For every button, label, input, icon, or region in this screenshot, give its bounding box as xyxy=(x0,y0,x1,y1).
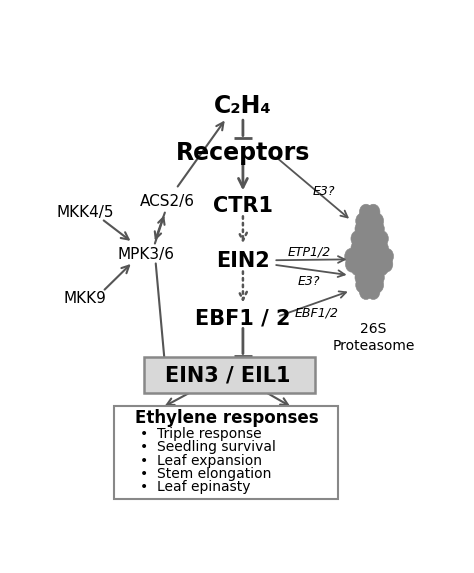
Text: ACS2/6: ACS2/6 xyxy=(140,194,195,209)
Text: •  Seedling survival: • Seedling survival xyxy=(140,440,276,454)
Text: EBF1/2: EBF1/2 xyxy=(294,306,338,319)
Text: C₂H₄: C₂H₄ xyxy=(214,95,272,118)
Text: Receptors: Receptors xyxy=(176,140,310,164)
Circle shape xyxy=(363,213,376,229)
Text: E3?: E3? xyxy=(298,275,320,288)
Circle shape xyxy=(351,260,364,276)
Text: CTR1: CTR1 xyxy=(213,195,273,215)
Circle shape xyxy=(359,260,372,276)
Circle shape xyxy=(380,256,393,272)
FancyBboxPatch shape xyxy=(144,357,315,393)
Circle shape xyxy=(359,250,372,266)
Circle shape xyxy=(355,221,368,237)
Circle shape xyxy=(351,250,364,266)
Text: EIN3 / EIL1: EIN3 / EIL1 xyxy=(165,366,291,386)
Circle shape xyxy=(367,284,380,300)
Circle shape xyxy=(363,221,376,237)
Circle shape xyxy=(359,204,373,220)
Circle shape xyxy=(346,256,359,272)
Circle shape xyxy=(367,241,380,256)
Circle shape xyxy=(367,204,380,220)
Text: ETP1/2: ETP1/2 xyxy=(287,245,331,258)
Text: MKK4/5: MKK4/5 xyxy=(56,205,114,219)
Text: EIN3 / EIL1: EIN3 / EIL1 xyxy=(165,366,291,386)
Text: Ethylene responses: Ethylene responses xyxy=(135,409,318,427)
Text: MKK9: MKK9 xyxy=(64,291,106,305)
Circle shape xyxy=(359,284,373,300)
Circle shape xyxy=(367,250,380,266)
Circle shape xyxy=(359,231,372,246)
Text: 26S
Proteasome: 26S Proteasome xyxy=(332,323,415,352)
Circle shape xyxy=(363,277,376,293)
Text: MPK3/6: MPK3/6 xyxy=(117,246,174,261)
Circle shape xyxy=(356,213,369,229)
Circle shape xyxy=(367,231,380,246)
Circle shape xyxy=(375,250,388,266)
Text: EBF1 / 2: EBF1 / 2 xyxy=(195,308,291,328)
Text: •  Leaf expansion: • Leaf expansion xyxy=(140,454,262,468)
Text: •  Triple response: • Triple response xyxy=(140,427,262,441)
Text: •  Stem elongation: • Stem elongation xyxy=(140,467,272,481)
Circle shape xyxy=(375,231,388,246)
FancyBboxPatch shape xyxy=(114,406,338,499)
Circle shape xyxy=(380,248,393,264)
Circle shape xyxy=(363,269,376,285)
Circle shape xyxy=(370,277,383,293)
Circle shape xyxy=(371,221,384,237)
Text: E3?: E3? xyxy=(312,185,335,198)
Text: EIN2: EIN2 xyxy=(216,250,270,270)
Circle shape xyxy=(356,277,369,293)
Circle shape xyxy=(351,241,364,256)
Circle shape xyxy=(371,269,384,285)
Circle shape xyxy=(345,248,358,264)
Circle shape xyxy=(367,260,380,276)
Circle shape xyxy=(375,241,388,256)
Circle shape xyxy=(375,260,388,276)
Text: •  Leaf epinasty: • Leaf epinasty xyxy=(140,480,251,494)
Circle shape xyxy=(351,231,364,246)
Circle shape xyxy=(355,269,368,285)
Circle shape xyxy=(370,213,383,229)
Circle shape xyxy=(359,241,372,256)
